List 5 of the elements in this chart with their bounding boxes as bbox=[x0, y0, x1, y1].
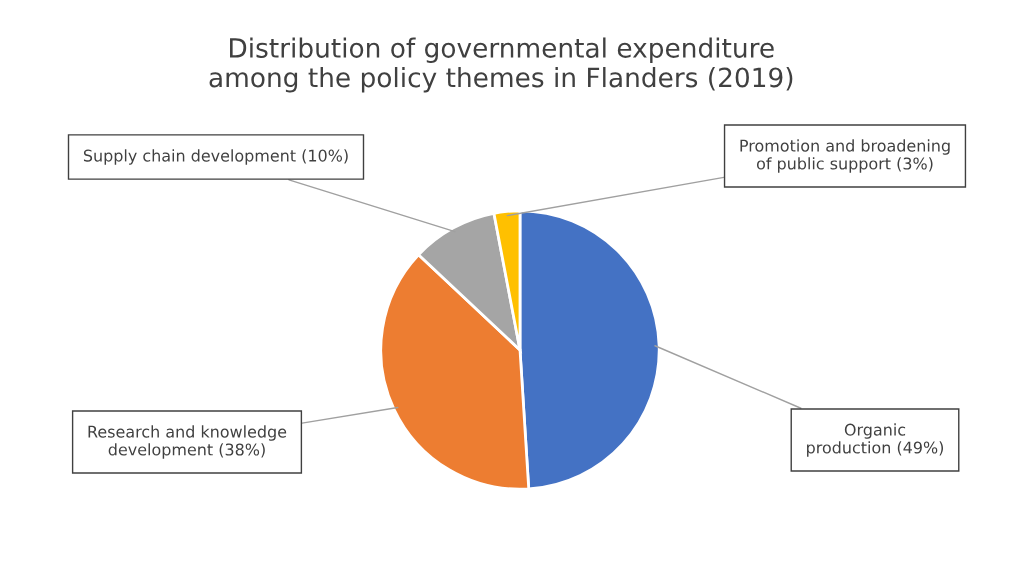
chart-title: Distribution of governmental expenditure among the policy themes in Flanders (2019) bbox=[209, 37, 793, 93]
slice-label: Supply chain development (10%) bbox=[83, 149, 348, 165]
slice-label: Research and knowledge development (38%) bbox=[88, 425, 287, 459]
slice-label: Promotion and broadening of public support (3%) bbox=[740, 139, 950, 173]
slice-label: Organic production (49%) bbox=[807, 423, 944, 457]
